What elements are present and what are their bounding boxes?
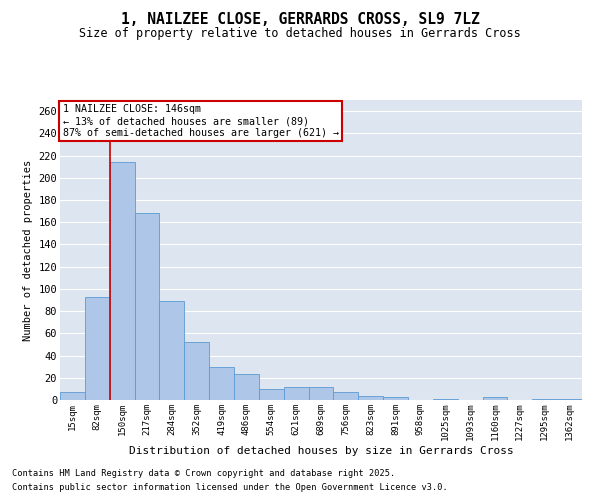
Bar: [160, 301, 184, 400]
Bar: [334, 392, 358, 400]
Bar: [557, 399, 582, 400]
Text: 1 NAILZEE CLOSE: 146sqm
← 13% of detached houses are smaller (89)
87% of semi-de: 1 NAILZEE CLOSE: 146sqm ← 13% of detache…: [62, 104, 338, 138]
Bar: [482, 396, 508, 400]
Bar: [259, 389, 284, 400]
Bar: [209, 366, 234, 400]
Bar: [110, 162, 134, 400]
Bar: [284, 386, 308, 400]
Bar: [234, 374, 259, 400]
Bar: [85, 296, 110, 400]
Text: Contains public sector information licensed under the Open Government Licence v3: Contains public sector information licen…: [12, 484, 448, 492]
Bar: [433, 399, 458, 400]
Text: 1, NAILZEE CLOSE, GERRARDS CROSS, SL9 7LZ: 1, NAILZEE CLOSE, GERRARDS CROSS, SL9 7L…: [121, 12, 479, 28]
Bar: [184, 342, 209, 400]
Text: Size of property relative to detached houses in Gerrards Cross: Size of property relative to detached ho…: [79, 28, 521, 40]
Text: Contains HM Land Registry data © Crown copyright and database right 2025.: Contains HM Land Registry data © Crown c…: [12, 468, 395, 477]
Bar: [134, 214, 160, 400]
Bar: [60, 392, 85, 400]
Bar: [532, 399, 557, 400]
Bar: [308, 386, 334, 400]
X-axis label: Distribution of detached houses by size in Gerrards Cross: Distribution of detached houses by size …: [128, 446, 514, 456]
Y-axis label: Number of detached properties: Number of detached properties: [23, 160, 33, 340]
Bar: [383, 396, 408, 400]
Bar: [358, 396, 383, 400]
